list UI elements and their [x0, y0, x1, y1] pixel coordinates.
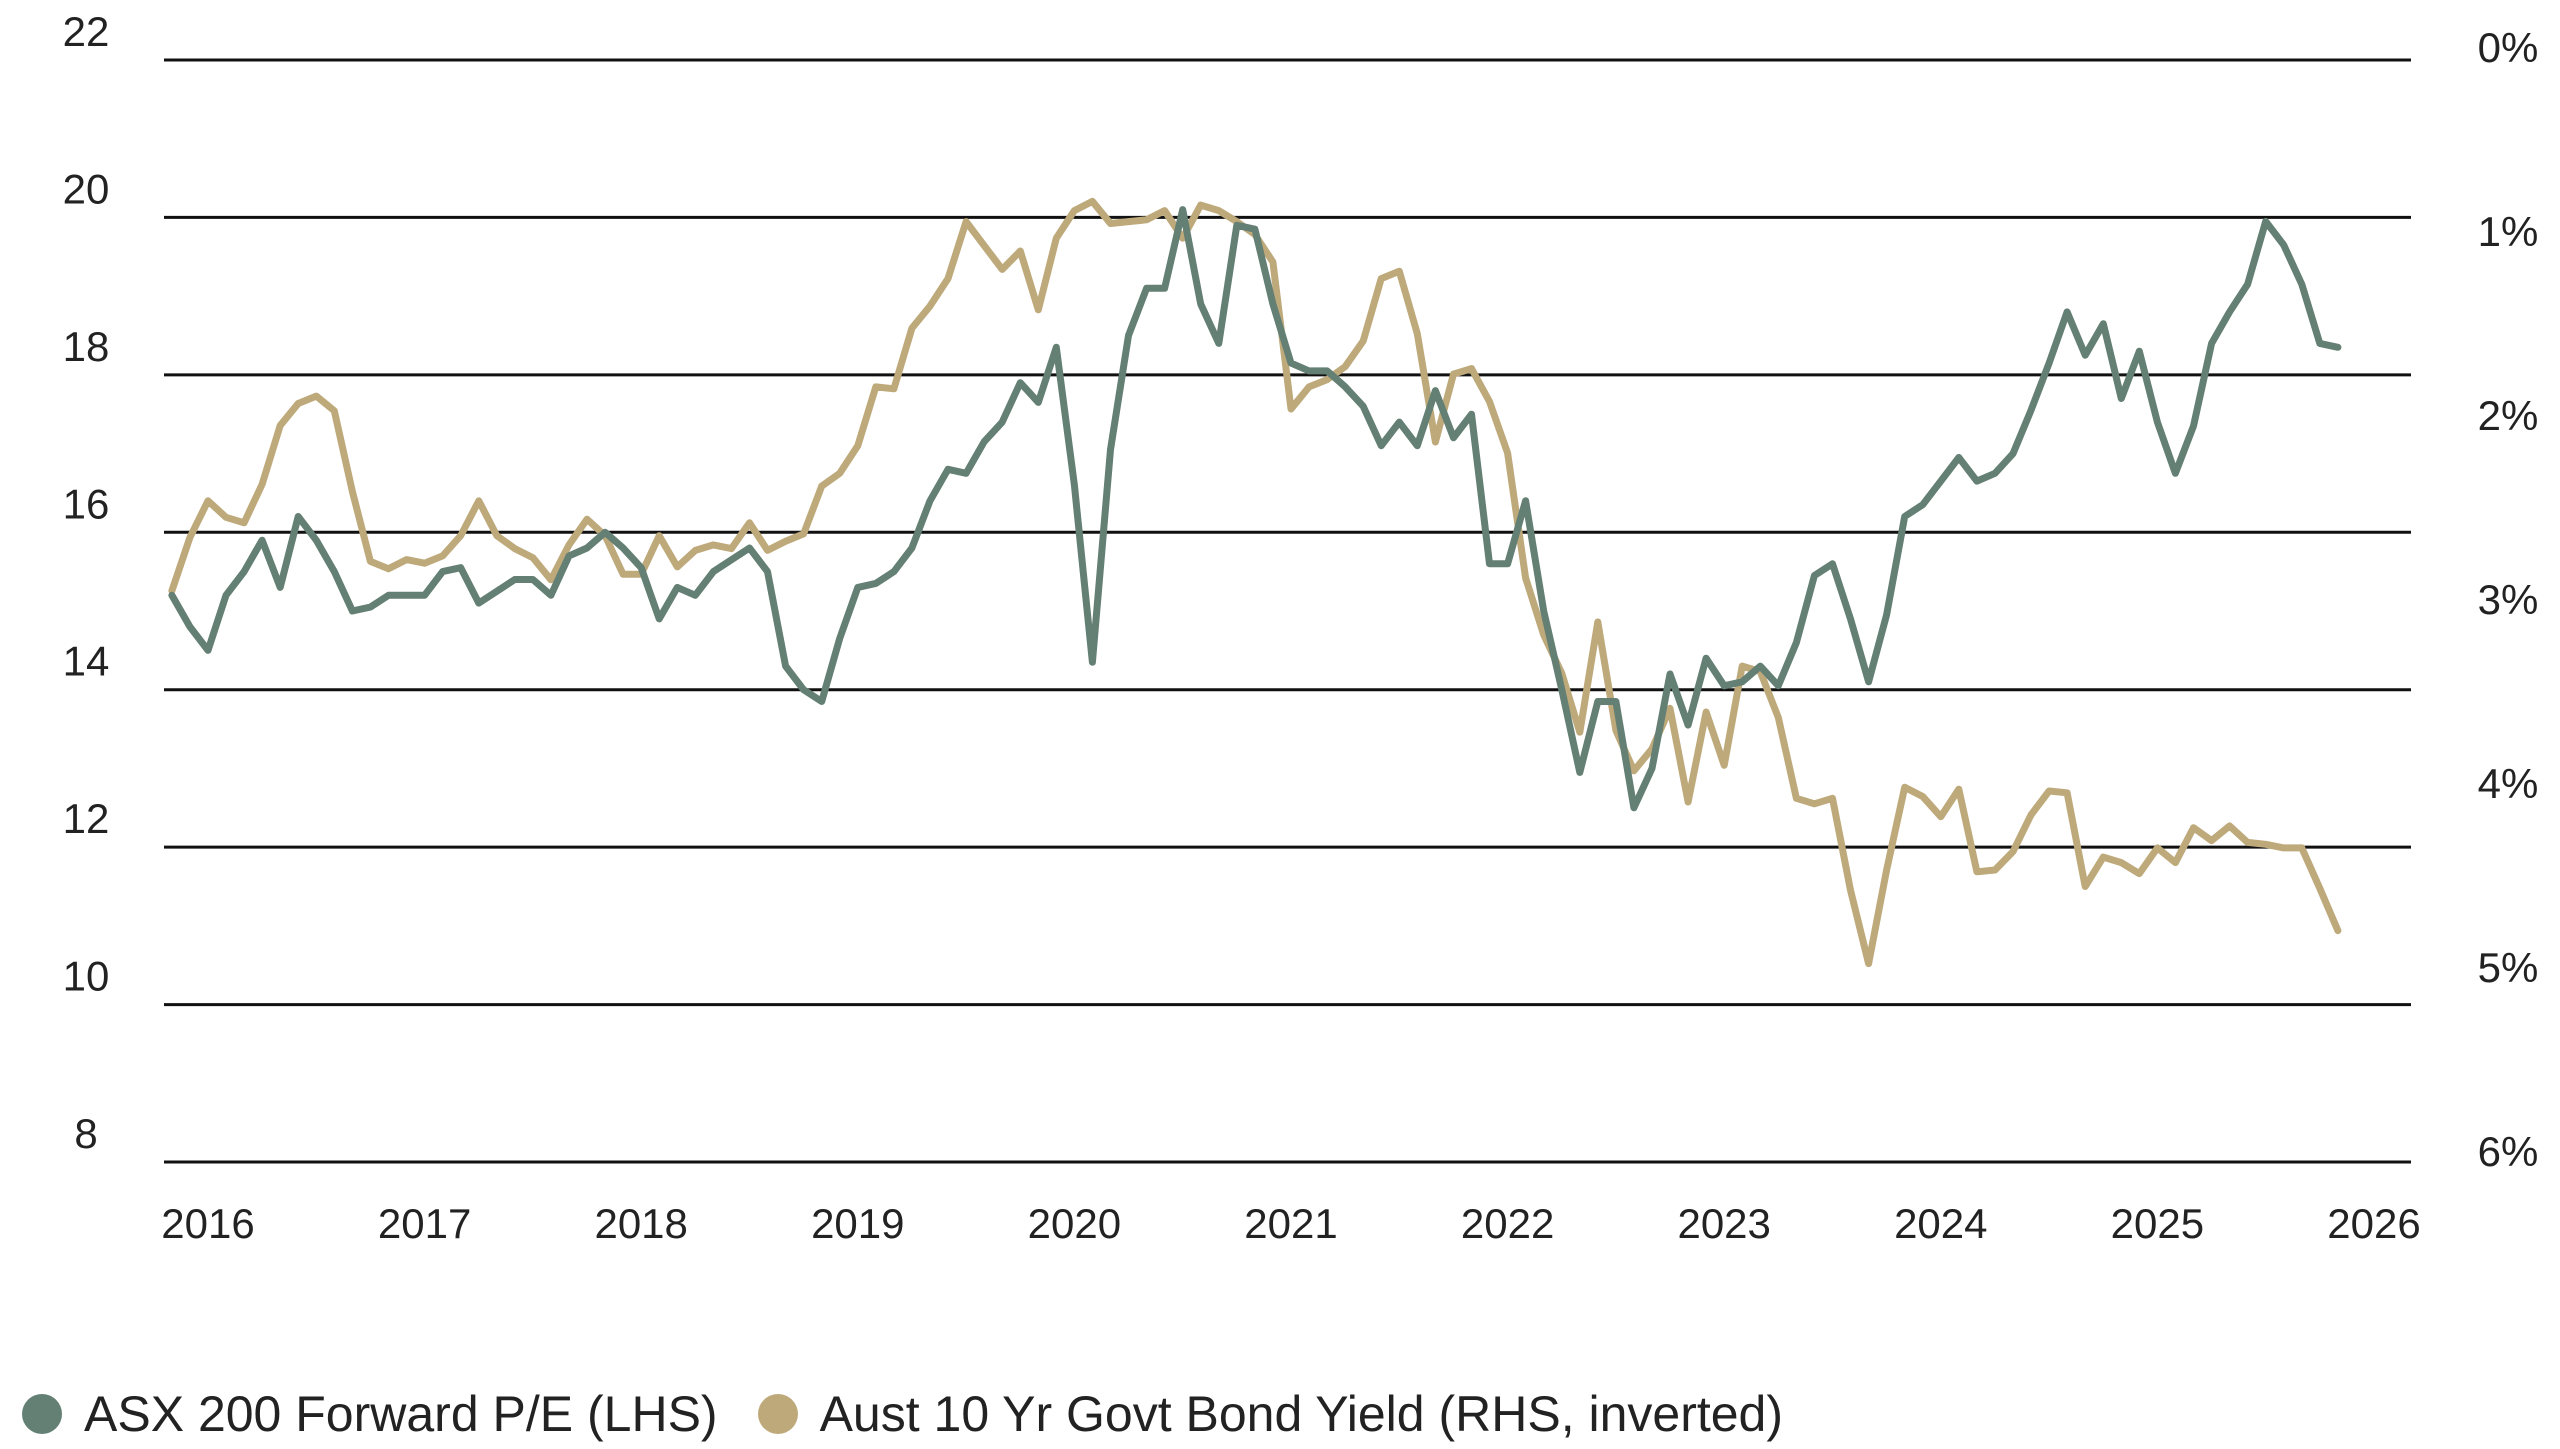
x-tick-label: 2017: [378, 1200, 471, 1247]
y-left-tick-label: 8: [74, 1110, 97, 1157]
x-tick-label: 2026: [2327, 1200, 2420, 1247]
y-right-tick-label: 2%: [2478, 392, 2539, 439]
y-right-tick-label: 1%: [2478, 208, 2539, 255]
y-right-tick-label: 6%: [2478, 1128, 2539, 1175]
x-tick-label: 2022: [1461, 1200, 1554, 1247]
legend: ASX 200 Forward P/E (LHS) Aust 10 Yr Gov…: [22, 1385, 1823, 1443]
y-left-tick-label: 14: [63, 638, 110, 685]
legend-item-yield: Aust 10 Yr Govt Bond Yield (RHS, inverte…: [757, 1385, 1784, 1443]
y-left-tick-label: 10: [63, 953, 110, 1000]
x-tick-label: 2020: [1028, 1200, 1121, 1247]
y-axis-right: 0% 1% 2% 3% 4% 5% 6%: [2478, 24, 2539, 1175]
legend-item-pe: ASX 200 Forward P/E (LHS): [22, 1385, 718, 1443]
x-axis: 2016 2017 2018 2019 2020 2021 2022 2023 2024 2025…: [161, 1200, 2420, 1247]
y-left-tick-label: 18: [63, 323, 110, 370]
series-lines: [168, 197, 2342, 968]
y-left-tick-label: 16: [63, 480, 110, 527]
y-left-tick-label: 12: [63, 795, 110, 842]
gridlines: [164, 58, 2411, 1164]
y-right-tick-label: 5%: [2478, 944, 2539, 991]
x-tick-label: 2016: [161, 1200, 254, 1247]
legend-dot-pe-icon: [22, 1394, 62, 1434]
y-axis-left: 22 20 18 16 14 12 10 8: [63, 8, 110, 1157]
x-tick-label: 2023: [1677, 1200, 1770, 1247]
x-tick-label: 2018: [594, 1200, 687, 1247]
y-left-tick-label: 20: [63, 165, 110, 212]
legend-label-yield: Aust 10 Yr Govt Bond Yield (RHS, inverte…: [819, 1386, 1784, 1442]
series-line-pe: [168, 206, 2342, 812]
x-tick-label: 2019: [811, 1200, 904, 1247]
y-left-tick-label: 22: [63, 8, 110, 55]
legend-dot-yield-icon: [757, 1394, 798, 1434]
x-tick-label: 2025: [2111, 1200, 2204, 1247]
legend-label-pe: ASX 200 Forward P/E (LHS): [84, 1386, 718, 1442]
series-line-yield: [168, 197, 2342, 968]
y-right-tick-label: 0%: [2478, 24, 2539, 71]
x-tick-label: 2024: [1894, 1200, 1987, 1247]
y-right-tick-label: 4%: [2478, 760, 2539, 807]
x-tick-label: 2021: [1244, 1200, 1337, 1247]
y-right-tick-label: 3%: [2478, 576, 2539, 623]
